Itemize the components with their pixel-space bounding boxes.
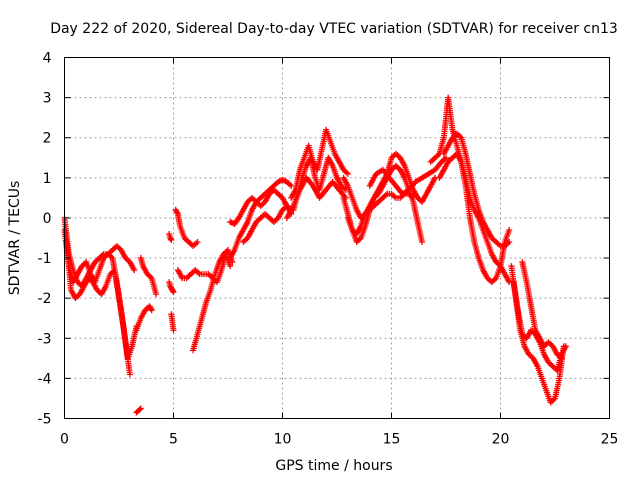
x-tick-label: 10 — [274, 432, 292, 448]
y-tick-label: -1 — [38, 251, 52, 267]
data-point — [153, 291, 160, 298]
data-point — [131, 267, 138, 274]
data-point — [506, 239, 513, 246]
data-point — [419, 239, 426, 246]
data-point — [558, 355, 565, 362]
data-point — [137, 405, 144, 412]
data-point — [174, 209, 181, 216]
data-point — [443, 154, 449, 161]
data-point — [148, 307, 155, 314]
data-points — [61, 94, 569, 416]
data-point — [229, 259, 236, 266]
data-point — [344, 170, 351, 177]
x-tick-label: 5 — [169, 432, 178, 448]
y-tick-label: -5 — [38, 412, 52, 428]
chart-title: Day 222 of 2020, Sidereal Day-to-day VTE… — [50, 21, 618, 37]
y-axis-title: SDTVAR / TECUs — [7, 181, 23, 296]
data-point — [126, 371, 133, 378]
y-tick-label: 1 — [43, 171, 52, 187]
y-tick-label: -2 — [38, 291, 52, 307]
data-point — [168, 237, 175, 244]
y-tick-label: 2 — [43, 131, 52, 147]
data-point — [562, 343, 569, 350]
axis-ticks: 0 5 10 15 20 25 -5 -4 -3 -2 -1 0 1 2 3 4 — [38, 51, 619, 448]
x-tick-label: 25 — [601, 432, 619, 448]
grid-lines — [64, 57, 610, 419]
data-point — [506, 226, 513, 233]
plot-frame — [64, 57, 610, 419]
y-tick-label: -3 — [38, 331, 52, 347]
data-point — [147, 305, 154, 312]
x-tick-label: 0 — [60, 432, 69, 448]
data-point — [170, 289, 177, 296]
y-tick-label: 4 — [43, 51, 52, 67]
data-point — [170, 327, 177, 334]
data-point — [288, 182, 295, 189]
x-axis-title: GPS time / hours — [275, 458, 392, 474]
data-point — [227, 263, 234, 270]
data-point — [136, 406, 143, 413]
x-tick-label: 20 — [492, 432, 510, 448]
data-point — [194, 239, 201, 246]
y-tick-label: 0 — [43, 211, 52, 227]
y-tick-label: -4 — [38, 371, 52, 387]
x-tick-label: 15 — [383, 432, 401, 448]
y-tick-label: 3 — [43, 91, 52, 107]
